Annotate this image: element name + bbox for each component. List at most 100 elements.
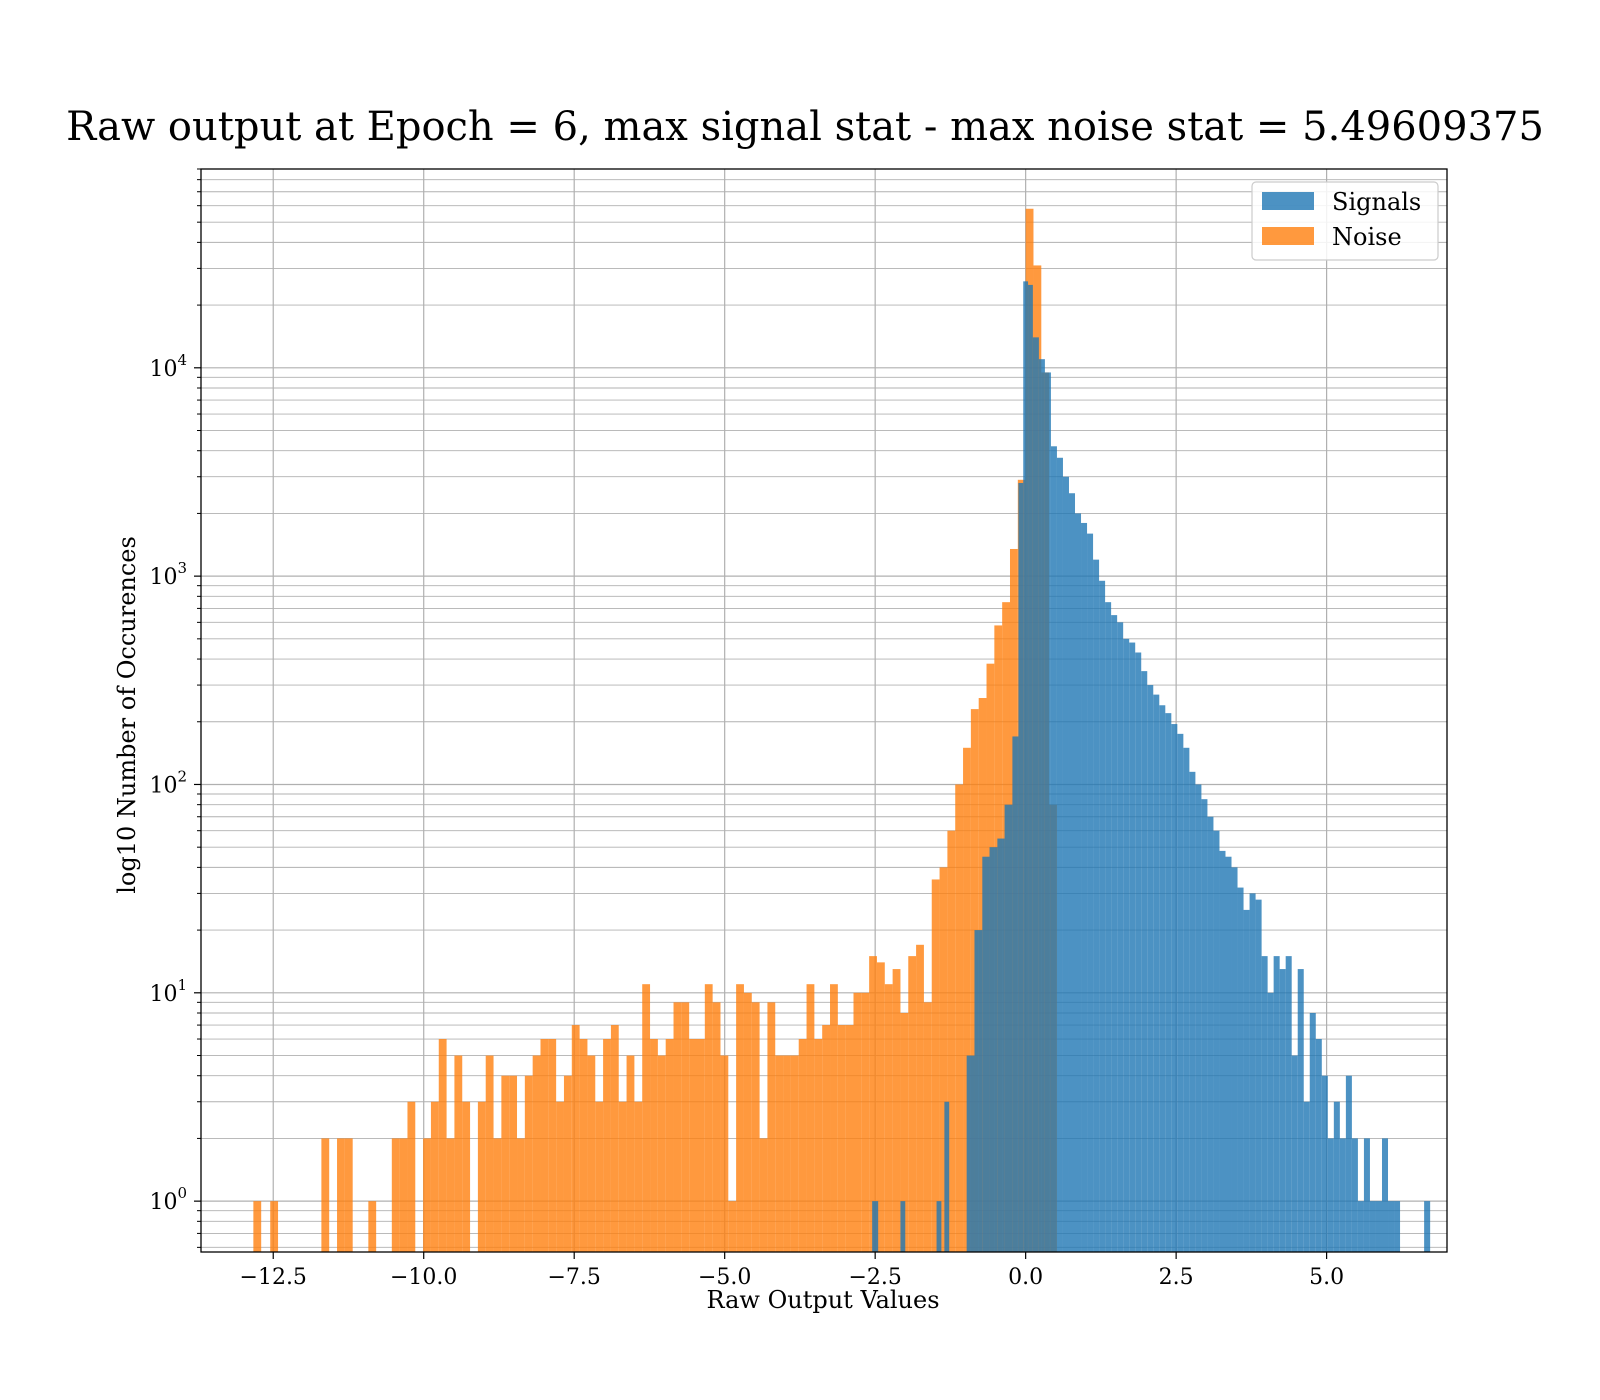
- legend: Signals Noise: [1251, 181, 1439, 261]
- signals-bar: [1207, 816, 1214, 1252]
- legend-label-signals: Signals: [1332, 188, 1421, 216]
- noise-bar: [399, 1138, 408, 1252]
- signals-bar: [1255, 899, 1262, 1252]
- signals-bar: [1219, 850, 1226, 1252]
- noise-bar: [916, 944, 924, 1252]
- noise-bar: [603, 1039, 611, 1252]
- noise-bar: [947, 830, 956, 1252]
- noise-bar: [869, 956, 877, 1252]
- signals-bar: [1351, 1138, 1358, 1252]
- noise-bar: [270, 1201, 279, 1252]
- noise-bar: [728, 1201, 737, 1252]
- signals-bar: [1141, 671, 1148, 1252]
- noise-bar: [657, 1055, 666, 1252]
- noise-bar: [626, 1055, 635, 1252]
- y-tick-label: 101: [149, 976, 187, 1007]
- noise-bar: [736, 984, 744, 1252]
- signals-bar: [900, 1201, 906, 1252]
- signals-bar: [1237, 887, 1244, 1252]
- noise-bar: [955, 784, 964, 1252]
- noise-bar: [517, 1138, 525, 1252]
- y-tick-label: 100: [149, 1184, 187, 1215]
- signals-bar: [936, 1201, 942, 1252]
- signals-bar: [1032, 337, 1039, 1252]
- signals-bar: [1012, 736, 1019, 1252]
- noise-bar: [751, 1002, 760, 1252]
- legend-swatch-noise: [1262, 227, 1314, 245]
- signals-bar: [1153, 694, 1160, 1252]
- noise-bar: [892, 969, 901, 1252]
- signals-bar: [1147, 685, 1154, 1252]
- signals-bar: [1068, 493, 1076, 1253]
- signals-bar: [1273, 956, 1280, 1252]
- signals-bar: [1023, 281, 1029, 1252]
- signals-bar: [1028, 284, 1033, 1252]
- signals-bar: [1183, 747, 1190, 1252]
- signals-bar: [1044, 372, 1051, 1252]
- noise-bar: [876, 962, 885, 1252]
- signals-bar: [1135, 652, 1142, 1252]
- signals-bar: [1267, 992, 1274, 1252]
- signals-bar: [1081, 522, 1088, 1252]
- signals-bar: [1111, 615, 1118, 1252]
- noise-bar: [532, 1055, 541, 1252]
- signals-bar: [1369, 1201, 1376, 1252]
- x-tick-label: −10.0: [390, 1265, 457, 1290]
- noise-bar: [837, 1025, 846, 1252]
- noise-bar: [548, 1039, 557, 1252]
- signals-bar: [997, 838, 1005, 1252]
- signals-bar: [1381, 1138, 1389, 1252]
- noise-bar: [391, 1138, 400, 1252]
- noise-bar: [908, 956, 917, 1252]
- x-tick-label: −12.5: [240, 1265, 307, 1290]
- noise-bar: [587, 1055, 596, 1252]
- signals-bar: [1004, 804, 1013, 1252]
- legend-swatch-signals: [1262, 192, 1314, 210]
- signals-bar: [1315, 1039, 1322, 1252]
- signals-bar: [1171, 724, 1178, 1252]
- signals-bar: [1123, 638, 1130, 1252]
- noise-bar: [556, 1101, 564, 1252]
- signals-bar: [944, 1101, 950, 1252]
- noise-bar: [454, 1055, 463, 1252]
- noise-bar: [571, 1025, 580, 1252]
- noise-bar: [438, 1039, 447, 1252]
- noise-bar: [783, 1055, 791, 1252]
- signals-bar: [1177, 733, 1184, 1252]
- noise-bar: [477, 1101, 486, 1252]
- signals-bar: [1309, 1012, 1316, 1252]
- noise-bar: [321, 1138, 330, 1252]
- signals-bar: [872, 1201, 879, 1252]
- signals-bar: [1327, 1138, 1334, 1252]
- y-tick-label: 103: [149, 559, 187, 590]
- signals-bar: [1159, 705, 1166, 1252]
- noise-bar: [814, 1039, 823, 1252]
- plot-area-frame: [200, 168, 1448, 1253]
- noise-bar: [462, 1101, 471, 1252]
- noise-bar: [696, 1039, 705, 1252]
- x-axis-label: Raw Output Values: [706, 1286, 939, 1314]
- noise-bar: [798, 1039, 807, 1252]
- signals-bar: [1093, 559, 1100, 1252]
- signals-bar: [989, 847, 998, 1252]
- y-axis-label: log10 Number of Occurences: [113, 536, 141, 894]
- noise-bar: [673, 1002, 682, 1252]
- noise-bar: [931, 879, 940, 1252]
- signals-bar: [1339, 1138, 1346, 1252]
- signals-bar: [1279, 969, 1286, 1252]
- noise-bar: [485, 1055, 494, 1252]
- signals-bar: [1231, 867, 1238, 1252]
- noise-bar: [704, 984, 713, 1252]
- noise-bar: [845, 1025, 854, 1252]
- noise-bar: [407, 1101, 416, 1252]
- noise-bar: [689, 1039, 697, 1252]
- signals-bar: [1321, 1075, 1328, 1252]
- noise-bar: [775, 1055, 784, 1252]
- noise-bar: [767, 1002, 776, 1252]
- noise-bar: [923, 1002, 932, 1252]
- noise-bar: [642, 984, 651, 1252]
- noise-bar: [446, 1138, 455, 1252]
- signals-bar: [1129, 642, 1136, 1252]
- signals-bar: [1195, 784, 1202, 1252]
